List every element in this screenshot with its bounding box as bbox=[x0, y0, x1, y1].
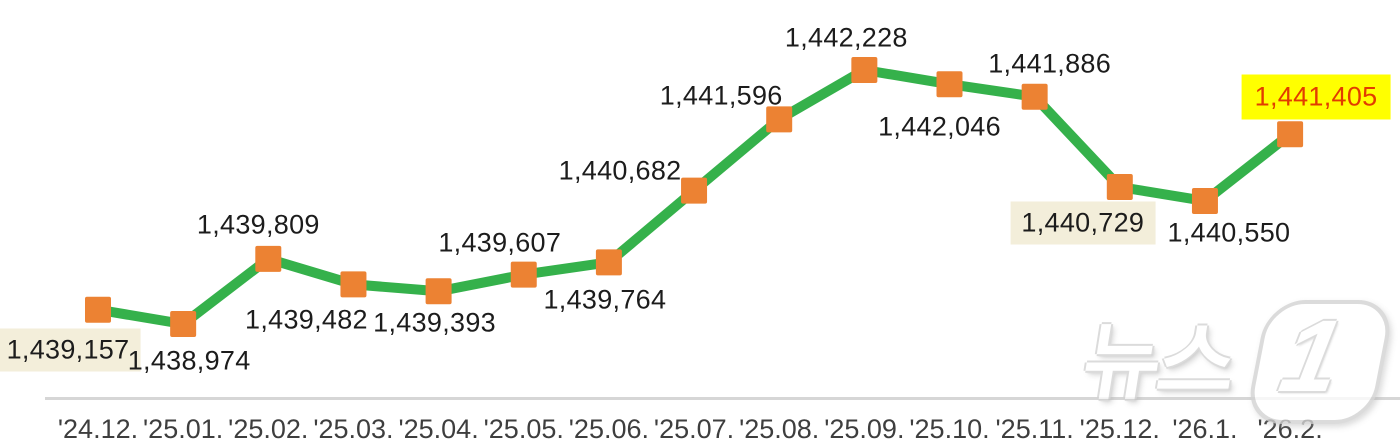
x-axis-tick-label: '26.1. bbox=[1172, 414, 1238, 444]
data-point-label: 1,439,607 bbox=[438, 227, 562, 258]
x-axis-line bbox=[45, 397, 1400, 400]
data-point-marker-'25.02. bbox=[255, 245, 282, 272]
data-point-marker-'25.10. bbox=[936, 71, 963, 98]
x-axis-tick-label: '25.05. bbox=[483, 414, 564, 444]
data-point-label: 1,440,682 bbox=[558, 155, 682, 186]
data-point-marker-'25.01. bbox=[170, 311, 197, 337]
data-point-label: 1,439,764 bbox=[543, 284, 667, 315]
data-point-marker-'25.05. bbox=[510, 261, 537, 288]
data-point-label: 1,442,046 bbox=[878, 111, 1001, 142]
x-axis-tick-label: '25.01. bbox=[143, 414, 224, 444]
data-point-label: 1,440,550 bbox=[1167, 217, 1291, 248]
x-axis-tick-label: '25.12. bbox=[1079, 414, 1160, 444]
x-axis-tick-label: '25.11. bbox=[995, 414, 1074, 444]
data-point-marker-'25.07. bbox=[681, 177, 708, 204]
data-point-label: 1,439,809 bbox=[196, 209, 320, 240]
data-point-marker-'25.12. bbox=[1106, 174, 1133, 201]
data-point-label: 1,439,482 bbox=[245, 304, 368, 335]
data-point-marker-'25.06. bbox=[595, 249, 622, 276]
data-point-label: 1,440,729 bbox=[1010, 201, 1156, 245]
data-point-marker-'25.11. bbox=[1021, 83, 1048, 110]
data-point-label: 1,441,596 bbox=[659, 80, 783, 111]
data-point-label: 1,442,228 bbox=[784, 22, 908, 53]
data-point-marker-'25.09. bbox=[851, 57, 878, 83]
x-axis-tick-label: '25.03. bbox=[313, 414, 394, 444]
x-axis-tick-label: '25.06. bbox=[568, 414, 650, 444]
x-axis-tick-label: '25.04. bbox=[398, 414, 479, 444]
data-point-marker-'26.2. bbox=[1277, 121, 1304, 148]
data-point-marker-'26.1. bbox=[1191, 187, 1218, 214]
x-axis-tick-label: '26.2. bbox=[1257, 414, 1323, 444]
data-point-label: 1,438,974 bbox=[127, 345, 251, 376]
x-axis-tick-label: '24.12. bbox=[57, 414, 139, 444]
data-point-label: 1,441,405 bbox=[1241, 74, 1391, 120]
data-point-label: 1,439,157 bbox=[0, 328, 141, 372]
data-point-marker-'25.03. bbox=[340, 271, 367, 298]
x-axis-tick-label: '25.08. bbox=[739, 414, 820, 444]
x-axis-tick-label: '25.07. bbox=[653, 414, 735, 444]
data-point-label: 1,441,886 bbox=[988, 48, 1112, 79]
x-axis-tick-label: '25.10. bbox=[909, 414, 990, 444]
data-point-label: 1,439,393 bbox=[373, 307, 497, 338]
data-point-marker-'25.04. bbox=[425, 278, 452, 305]
data-point-marker-'25.08. bbox=[766, 106, 793, 133]
x-axis-tick-label: '25.02. bbox=[228, 414, 309, 444]
x-axis-tick-label: '25.09. bbox=[824, 414, 905, 444]
data-point-marker-'24.12. bbox=[85, 296, 111, 323]
